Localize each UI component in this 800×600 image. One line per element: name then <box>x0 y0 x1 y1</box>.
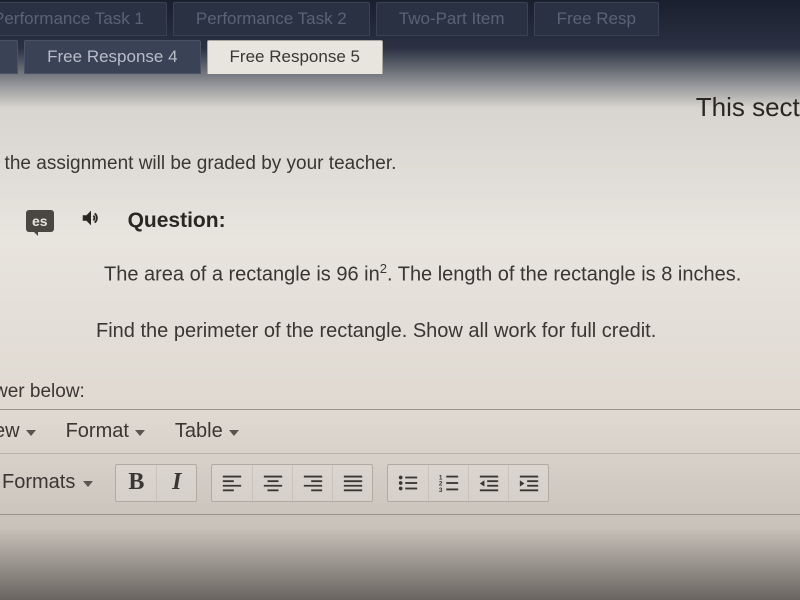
numbered-list-button[interactable]: 123 <box>428 465 468 501</box>
tab-response-3[interactable]: se 3 <box>0 40 18 74</box>
content-area: This sectio f the assignment will be gra… <box>0 74 800 515</box>
answer-label: wer below: <box>0 381 800 403</box>
formats-dropdown[interactable]: Formats <box>0 467 101 498</box>
question-header: es Question: <box>26 207 800 234</box>
text-style-group: B I <box>115 464 197 502</box>
tab-free-resp-partial[interactable]: Free Resp <box>534 2 659 36</box>
align-justify-button[interactable] <box>332 465 372 501</box>
menu-format[interactable]: Format <box>66 420 145 443</box>
menu-table[interactable]: Table <box>175 420 239 443</box>
indent-button[interactable] <box>508 465 548 501</box>
tab-free-response-4[interactable]: Free Response 4 <box>24 40 200 74</box>
outdent-button[interactable] <box>468 465 508 501</box>
alignment-group <box>211 464 373 502</box>
question-block: es Question: The area of a rectangle is … <box>26 207 800 345</box>
question-text-line-1: The area of a rectangle is 96 in2. The l… <box>104 260 800 289</box>
formats-label: Formats <box>2 471 75 494</box>
question-text-line-2: Find the perimeter of the rectangle. Sho… <box>96 317 800 345</box>
question-exponent: 2 <box>380 261 387 276</box>
list-group: 123 <box>387 464 549 502</box>
editor-menu-row: ew Format Table <box>0 410 800 454</box>
editor: ew Format Table Formats B I <box>0 409 800 515</box>
bold-button[interactable]: B <box>116 465 156 501</box>
menu-view[interactable]: ew <box>0 420 36 443</box>
tab-row-2: se 3 Free Response 4 Free Response 5 <box>0 38 800 74</box>
menu-table-label: Table <box>175 420 223 443</box>
align-left-button[interactable] <box>212 465 252 501</box>
tab-two-part-item[interactable]: Two-Part Item <box>376 2 528 36</box>
caret-icon <box>135 430 145 436</box>
tab-performance-task-2[interactable]: Performance Task 2 <box>173 2 370 36</box>
menu-view-label: ew <box>0 420 20 443</box>
svg-text:3: 3 <box>439 487 443 493</box>
caret-icon <box>83 481 93 487</box>
align-right-button[interactable] <box>292 465 332 501</box>
section-heading: This sectio <box>0 92 800 123</box>
grading-note: f the assignment will be graded by your … <box>0 153 800 175</box>
question-text-part-b: . The length of the rectangle is 8 inche… <box>387 264 741 286</box>
tab-row-1: Performance Task 1 Performance Task 2 Tw… <box>0 0 800 36</box>
caret-icon <box>26 430 36 436</box>
editor-toolbar: Formats B I <box>0 454 800 515</box>
question-text-part-a: The area of a rectangle is 96 in <box>104 264 380 286</box>
question-label: Question: <box>128 209 226 233</box>
tab-free-response-5[interactable]: Free Response 5 <box>207 40 383 74</box>
caret-icon <box>229 430 239 436</box>
tab-performance-task-1[interactable]: Performance Task 1 <box>0 2 167 36</box>
bullet-list-button[interactable] <box>388 465 428 501</box>
audio-icon[interactable] <box>80 207 102 234</box>
menu-format-label: Format <box>66 420 129 443</box>
italic-button[interactable]: I <box>156 465 196 501</box>
language-es-badge[interactable]: es <box>26 210 54 232</box>
align-center-button[interactable] <box>252 465 292 501</box>
